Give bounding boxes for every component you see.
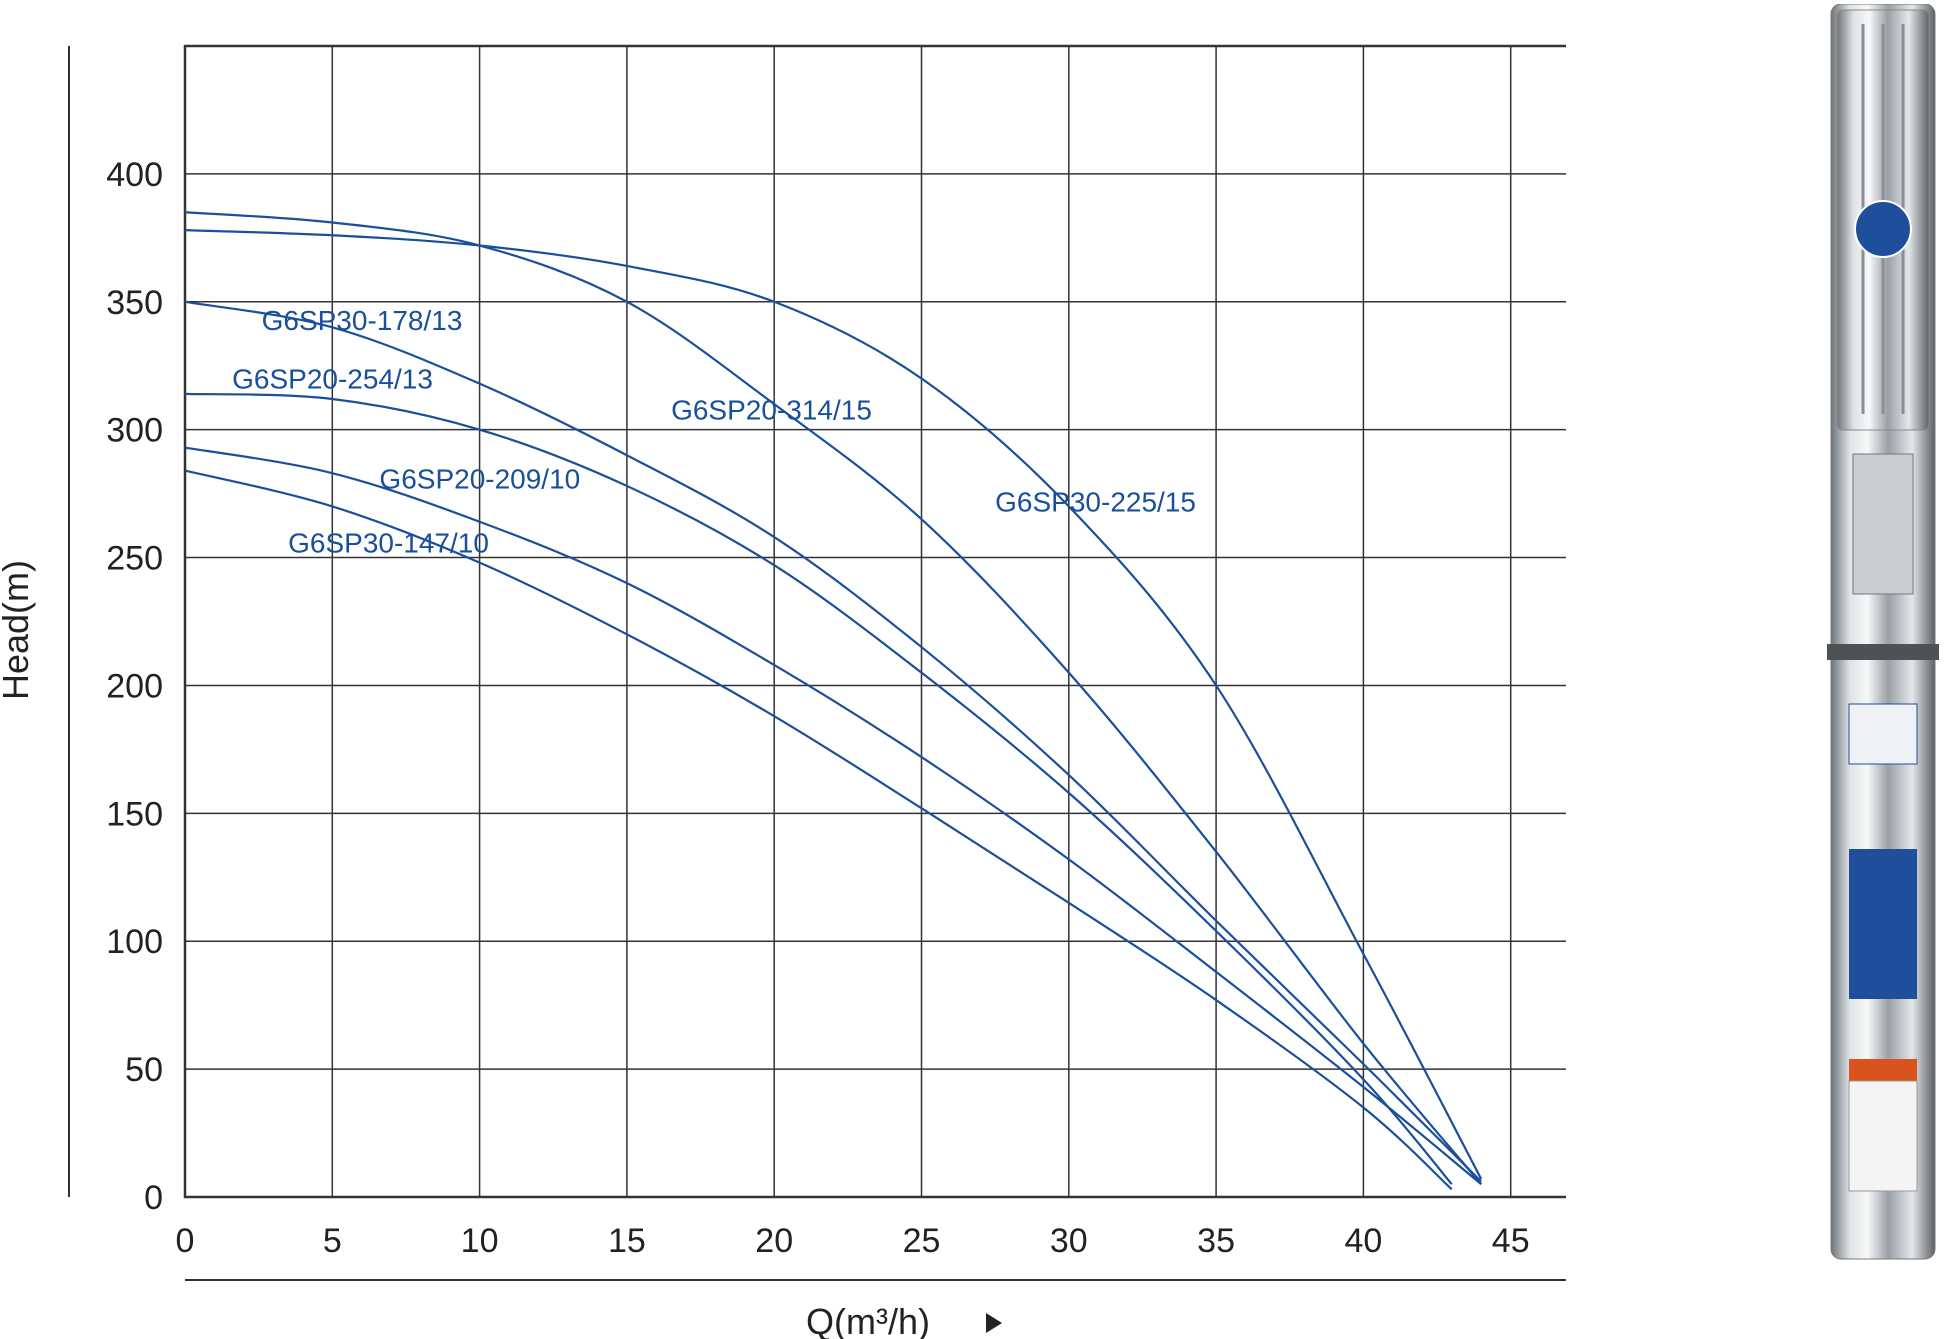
curve-g6sp30-225-15 xyxy=(184,229,1483,1180)
x-tick-label: 5 xyxy=(323,1222,342,1260)
x-tick-label: 45 xyxy=(1492,1222,1530,1260)
pump-curve-chart: 0 50 100 150 200 250 300 350 400 0 5 10 15 20 25 30 35 4… xyxy=(0,44,1566,1339)
pump-coupling-band xyxy=(1827,644,1939,660)
y-tick-label: 0 xyxy=(144,1179,163,1217)
x-tick-label: 35 xyxy=(1197,1222,1235,1260)
x-axis-title: Q(m³/h) xyxy=(806,1301,930,1339)
y-axis-title: Head(m) xyxy=(0,560,36,700)
warning-label-header xyxy=(1849,1059,1917,1081)
y-tick-label: 300 xyxy=(106,412,163,450)
curve-label: G6SP30-147/10 xyxy=(288,527,489,558)
x-tick-label: 25 xyxy=(903,1222,941,1260)
curve-label: G6SP20-209/10 xyxy=(379,463,580,494)
curve-g6sp20-209-10 xyxy=(184,446,1482,1186)
curve-g6sp20-314-15 xyxy=(184,211,1483,1185)
curve-g6sp30-147-10 xyxy=(184,469,1453,1191)
y-tick-label: 100 xyxy=(106,923,163,961)
x-tick-label: 20 xyxy=(755,1222,793,1260)
plot-frame xyxy=(183,44,1566,1199)
x-tick-label: 30 xyxy=(1050,1222,1088,1260)
y-tick-label: 150 xyxy=(106,795,163,833)
x-axis-arrow-icon xyxy=(986,1313,1002,1333)
grid xyxy=(185,46,1566,1197)
y-tick-label: 350 xyxy=(106,284,163,322)
warning-label xyxy=(1848,1080,1918,1192)
curves xyxy=(184,211,1483,1191)
pump-product-image xyxy=(1827,4,1939,1260)
x-tick-label: 0 xyxy=(176,1222,195,1260)
brand-logo xyxy=(1854,200,1912,258)
x-tick-label: 40 xyxy=(1344,1222,1382,1260)
y-tick-label: 400 xyxy=(106,156,163,194)
curve-label: G6SP30-225/15 xyxy=(995,487,1196,518)
y-tick-label: 250 xyxy=(106,540,163,578)
motor-nameplate xyxy=(1848,703,1918,765)
curve-labels: G6SP30-225/15 G6SP20-314/15 G6SP30-178/13 G… xyxy=(232,305,1196,559)
y-tick-label: 50 xyxy=(125,1051,163,1089)
curve-label: G6SP20-254/13 xyxy=(232,364,433,395)
x-tick-label: 10 xyxy=(461,1222,499,1260)
y-tick-labels: 0 50 100 150 200 250 300 350 400 xyxy=(106,156,163,1217)
curve-label: G6SP30-178/13 xyxy=(262,305,463,336)
y-tick-label: 200 xyxy=(106,667,163,705)
x-tick-label: 15 xyxy=(608,1222,646,1260)
curve-g6sp20-254-13 xyxy=(184,392,1453,1185)
curve-g6sp30-178-13 xyxy=(184,300,1483,1183)
pump-inlet-screen xyxy=(1852,453,1914,595)
features-label xyxy=(1849,849,1917,999)
curve-label: G6SP20-314/15 xyxy=(671,394,872,425)
x-tick-labels: 0 5 10 15 20 25 30 35 40 45 xyxy=(176,1222,1530,1260)
